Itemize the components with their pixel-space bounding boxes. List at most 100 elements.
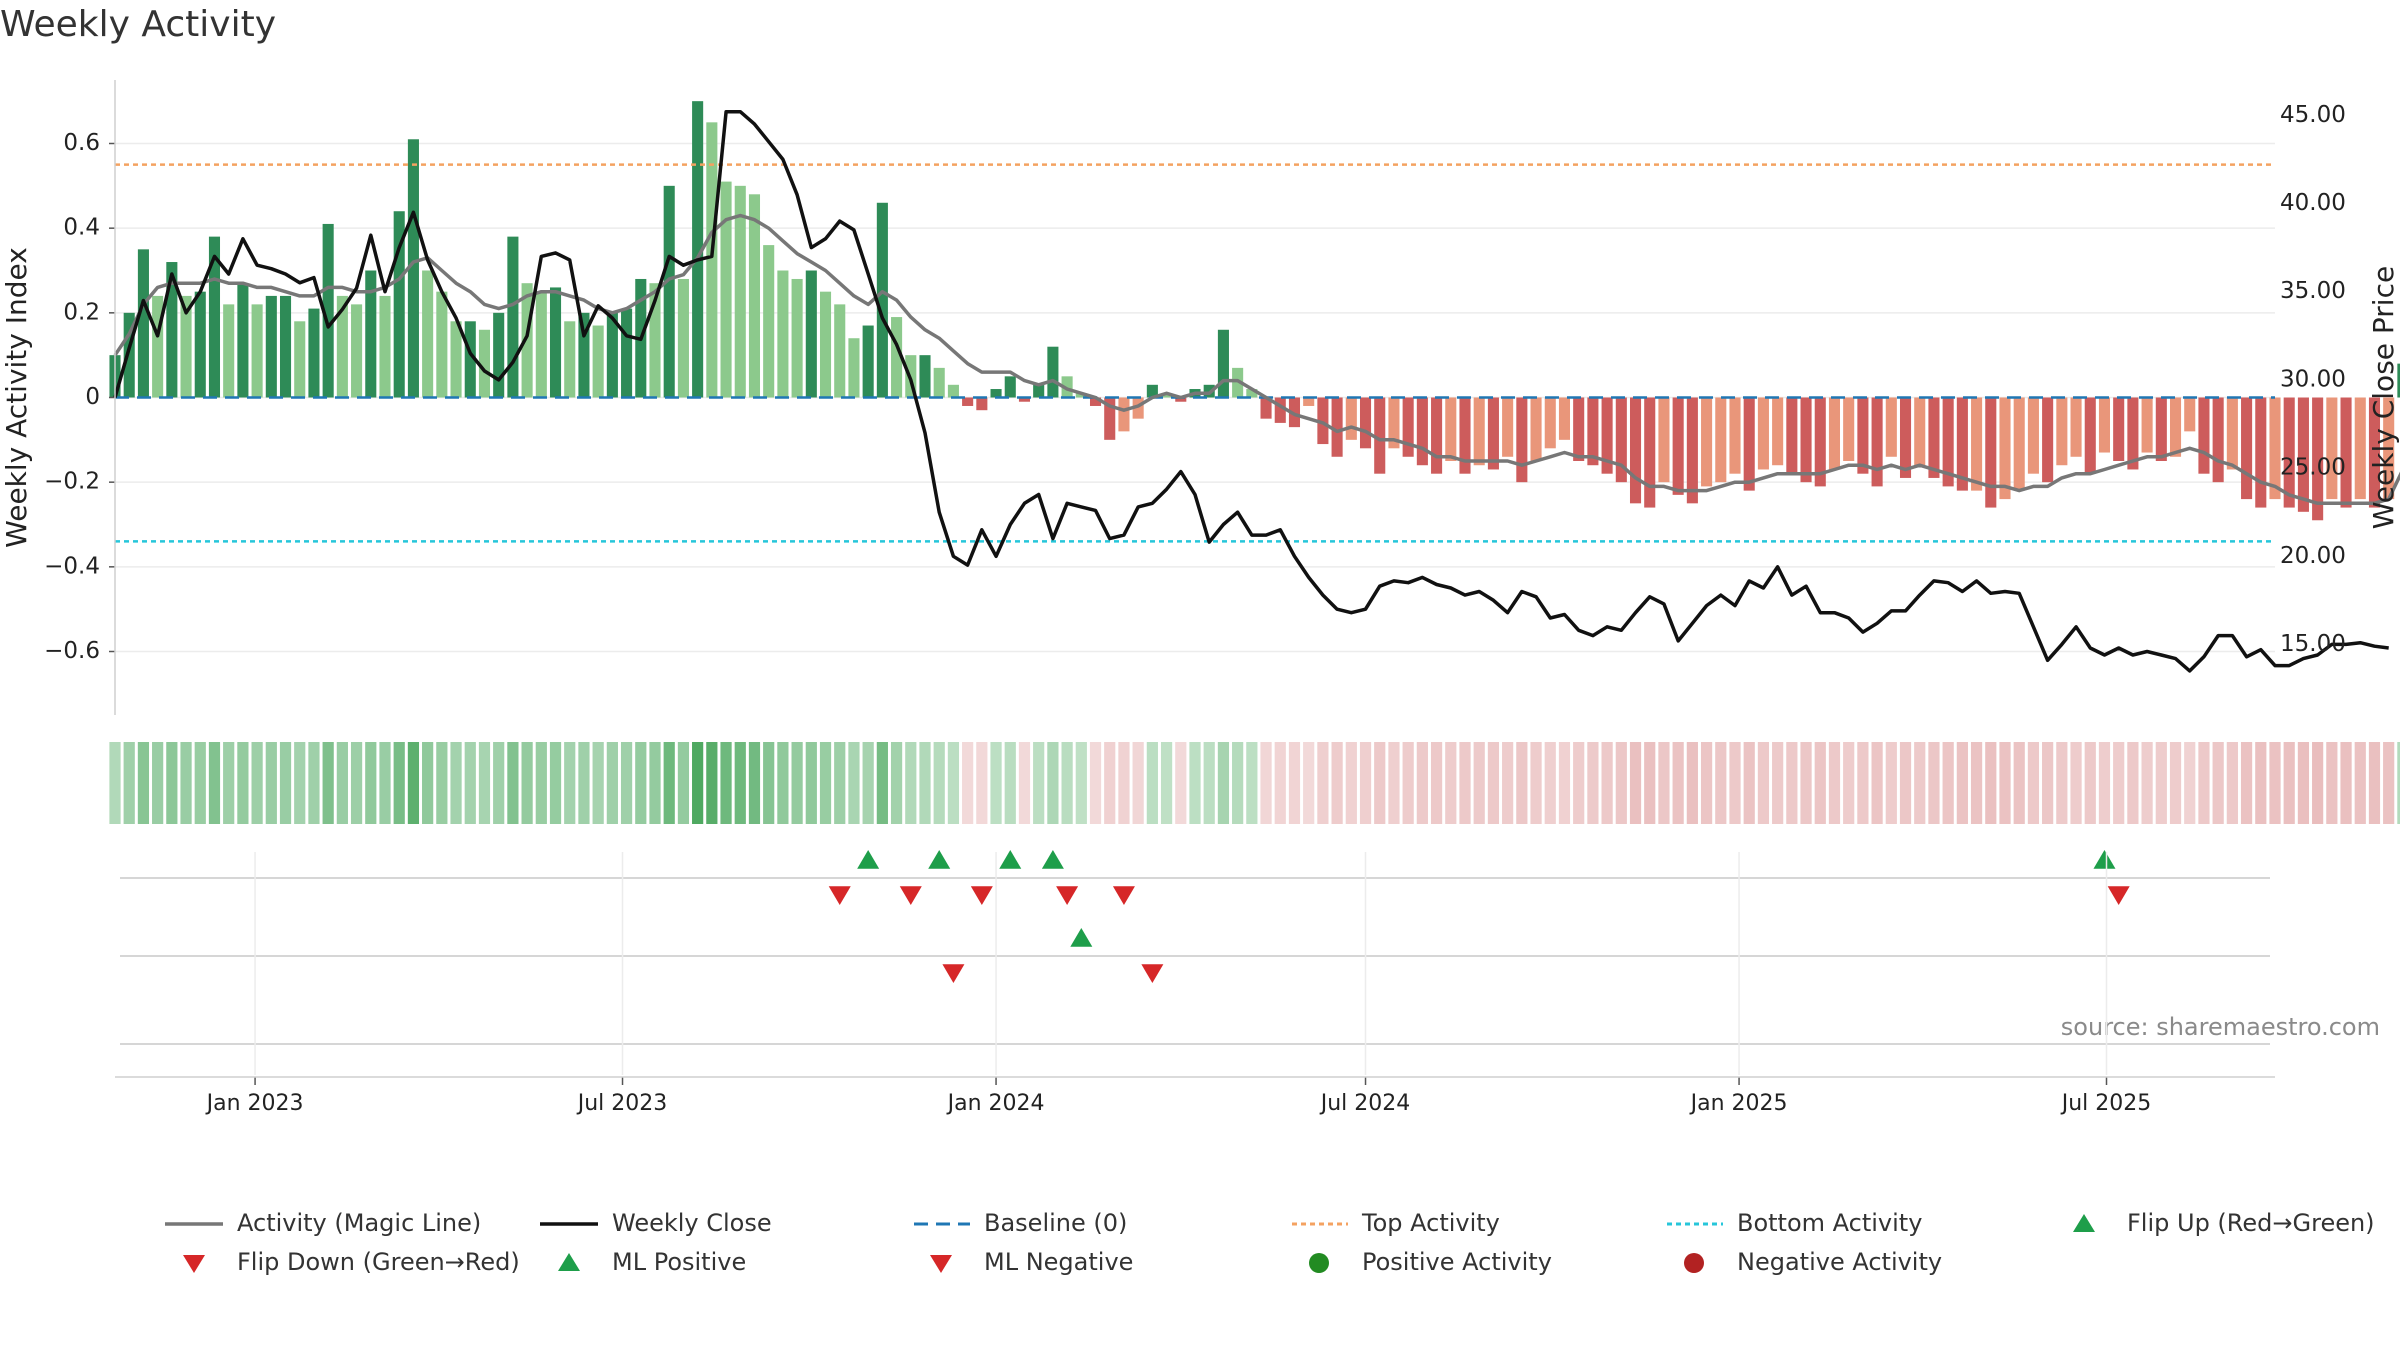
legend-item: Top Activity: [1292, 1209, 1500, 1237]
activity-bar: [2226, 397, 2238, 470]
activity-bar: [1317, 397, 1329, 445]
legend-swatch: [1684, 1253, 1704, 1273]
strip-cell: [223, 742, 235, 824]
strip-cell: [251, 742, 263, 824]
activity-bar: [1558, 397, 1571, 440]
strip-cell: [1871, 742, 1883, 824]
x-tick-label: Jul 2025: [2060, 1091, 2152, 1116]
strip-cell: [706, 742, 718, 824]
legend-label: ML Negative: [984, 1248, 1133, 1276]
activity-bar: [152, 295, 164, 398]
activity-bar: [1288, 397, 1301, 428]
strip-cell: [1160, 742, 1173, 824]
activity-bar: [621, 308, 633, 398]
activity-bar: [791, 278, 803, 398]
activity-bar: [1857, 397, 1869, 474]
activity-bar: [2113, 397, 2125, 461]
activity-bar: [2013, 397, 2025, 491]
flip-down-marker: [2107, 886, 2130, 905]
strip-cell: [1587, 742, 1599, 824]
strip-cell: [379, 742, 391, 824]
strip-cell: [2226, 742, 2238, 824]
strip-cell: [123, 742, 135, 824]
activity-bar: [1843, 397, 1855, 461]
flip-down-marker: [899, 886, 922, 905]
activity-bar: [692, 101, 704, 398]
strip-cell: [606, 742, 618, 824]
activity-bar: [123, 312, 135, 398]
strip-cell: [464, 742, 476, 824]
x-tick-label: Jan 2025: [1689, 1091, 1788, 1116]
strip-cell: [2027, 742, 2040, 824]
strip-cell: [2312, 742, 2324, 824]
activity-bar: [1629, 397, 1642, 504]
weekly-close-series: [113, 109, 2389, 673]
legend-label: Baseline (0): [984, 1209, 1127, 1237]
strip-cell: [1828, 742, 1841, 824]
y2-tick-label: 20.00: [2280, 543, 2346, 569]
strip-cell: [194, 742, 206, 824]
strip-cell: [1573, 742, 1585, 824]
activity-bar: [422, 270, 434, 398]
y-tick-label: −0.2: [44, 469, 100, 495]
y2-tick-label: 25.00: [2280, 455, 2346, 481]
strip-cell: [1104, 742, 1116, 824]
strip-cell: [2013, 742, 2025, 824]
strip-cell: [2169, 742, 2182, 824]
activity-bar: [1942, 397, 1954, 487]
activity-bar: [1530, 397, 1542, 461]
activity-bar: [1800, 397, 1812, 483]
activity-bar: [677, 278, 689, 398]
strip-cell: [1786, 742, 1798, 824]
activity-bar: [1260, 397, 1272, 419]
strip-cell: [720, 742, 732, 824]
ml-positive-marker: [1070, 928, 1093, 947]
strip-cell: [1757, 742, 1770, 824]
activity-bar: [2269, 397, 2281, 500]
activity-bar: [2056, 397, 2068, 466]
activity-bar: [2283, 397, 2295, 508]
strip-cell: [1899, 742, 1912, 824]
strip-cell: [1729, 742, 1741, 824]
legend-swatch: [1309, 1253, 1329, 1273]
activity-bar: [1104, 397, 1116, 440]
activity-bar: [535, 291, 547, 398]
strip-cell: [1473, 742, 1485, 824]
activity-bar: [1345, 397, 1357, 440]
strip-cell: [1388, 742, 1400, 824]
activity-bar: [279, 295, 292, 398]
strip-cell: [2155, 742, 2167, 824]
activity-bar: [1033, 384, 1045, 398]
strip-cell: [791, 742, 803, 824]
y-tick-label: −0.4: [44, 553, 100, 579]
strip-cell: [1601, 742, 1613, 824]
activity-bar: [251, 304, 263, 398]
activity-bar: [1971, 397, 1983, 491]
strip-cell: [1359, 742, 1372, 824]
activity-bar: [336, 295, 348, 398]
activity-bar: [1757, 397, 1769, 470]
strip-cell: [990, 742, 1002, 824]
strip-cell: [2354, 742, 2366, 824]
activity-bar: [734, 185, 746, 398]
strip-cell: [237, 742, 249, 824]
strip-cell: [322, 742, 334, 824]
activity-bar: [2042, 397, 2054, 483]
strip-cell: [834, 742, 846, 824]
activity-bar: [1715, 397, 1727, 483]
strip-cell: [1146, 742, 1158, 824]
activity-bar: [2368, 397, 2381, 508]
strip-cell: [1089, 742, 1102, 824]
strip-cell: [2127, 742, 2139, 824]
activity-bar: [308, 308, 320, 398]
strip-cell: [1217, 742, 1230, 824]
activity-bar: [1502, 397, 1514, 457]
strip-cell: [1303, 742, 1315, 824]
activity-bar: [876, 202, 888, 398]
activity-bar: [2212, 397, 2224, 483]
strip-cell: [1644, 742, 1656, 824]
activity-bar: [1828, 397, 1841, 470]
magic-line-series: [113, 213, 2400, 506]
activity-bar: [2198, 397, 2210, 474]
activity-bar: [1899, 397, 1912, 478]
